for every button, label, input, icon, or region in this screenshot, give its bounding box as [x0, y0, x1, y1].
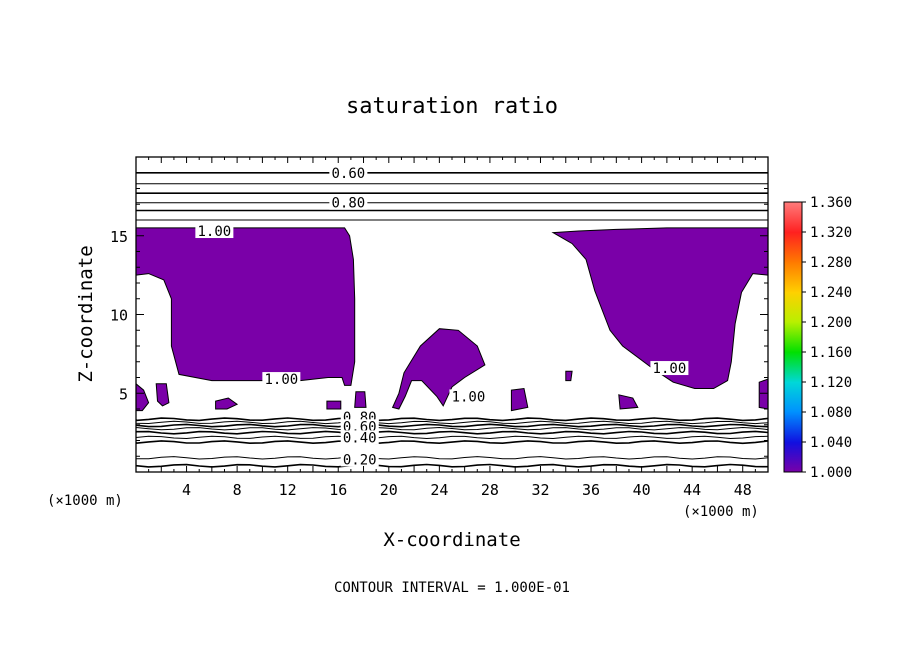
x-tick-label: 16	[329, 481, 347, 499]
y-axis-label: Z-coordinate	[75, 245, 97, 382]
x-tick-label: 36	[582, 481, 600, 499]
supersaturated-region-2	[391, 328, 486, 410]
contour-line-1	[136, 456, 768, 460]
colorbar-label: 1.040	[810, 435, 852, 451]
x-tick-label: 32	[531, 481, 549, 499]
x-unit-left: (×1000 m)	[47, 493, 123, 509]
contour-label-bg-5	[650, 361, 689, 376]
contour-label-9: 0.20	[343, 452, 377, 468]
colorbar-label: 1.320	[810, 225, 852, 241]
contour-line-4	[136, 430, 768, 435]
contour-label-4: 1.00	[452, 389, 486, 405]
colorbar-label: 1.200	[810, 315, 852, 331]
contour-label-5: 1.00	[653, 361, 687, 377]
contour-line-0	[136, 463, 768, 468]
colorbar-label: 1.120	[810, 375, 852, 391]
colorbar-label: 1.280	[810, 255, 852, 271]
contour-label-bg-9	[340, 452, 379, 467]
y-tick-label: 10	[110, 307, 128, 325]
supersaturated-region-3	[136, 383, 150, 412]
contour-label-bg-0	[329, 165, 368, 180]
supersaturated-region-4	[155, 383, 170, 407]
x-unit-right: (×1000 m)	[683, 504, 759, 520]
supersaturated-region-11	[758, 378, 768, 410]
colorbar-segment	[784, 202, 802, 233]
colorbar-label: 1.080	[810, 405, 852, 421]
colorbar-label: 1.360	[810, 195, 852, 211]
contour-label-bg-4	[449, 389, 488, 404]
x-tick-label: 28	[481, 481, 499, 499]
contour-label-bg-3	[262, 372, 301, 387]
colorbar-segment	[784, 382, 802, 413]
colorbar-segment	[784, 412, 802, 443]
colorbar-segment	[784, 232, 802, 263]
x-tick-label: 24	[430, 481, 448, 499]
x-tick-label: 40	[633, 481, 651, 499]
supersaturated-region-6	[326, 400, 342, 410]
supersaturated-region-9	[618, 394, 639, 410]
contour-line-2	[136, 440, 768, 445]
x-axis-label: X-coordinate	[383, 529, 520, 551]
supersaturated-region-0	[136, 227, 356, 386]
contour-line-7	[136, 420, 768, 425]
colorbar-segment	[784, 442, 802, 473]
contour-line-6	[136, 423, 768, 428]
x-tick-label: 44	[683, 481, 701, 499]
contour-interval-footer: CONTOUR INTERVAL = 1.000E-01	[334, 580, 570, 596]
plot-area: 0.600.801.001.001.001.000.800.600.400.20…	[110, 156, 769, 499]
supersaturated-region-7	[354, 391, 367, 408]
colorbar: 1.360 1.320 1.280 1.240 1.200 1.160 1.120 1.080…	[783, 195, 852, 481]
x-tick-label: 4	[182, 481, 191, 499]
colorbar-segment	[784, 262, 802, 293]
contour-line-8	[136, 417, 768, 422]
contour-label-bg-8	[340, 430, 379, 445]
colorbar-label: 1.160	[810, 345, 852, 361]
x-tick-label: 20	[380, 481, 398, 499]
contour-lines-group	[136, 172, 768, 468]
contour-label-1: 0.80	[331, 196, 365, 212]
contour-label-bg-2	[195, 224, 234, 239]
contour-label-bg-7	[340, 419, 379, 434]
contour-line-5	[136, 426, 768, 431]
supersaturated-region-5	[215, 397, 239, 410]
contour-label-bg-1	[329, 195, 368, 210]
chart-title: saturation ratio	[346, 94, 558, 119]
contour-line-3	[136, 435, 768, 440]
y-tick-label: 5	[119, 385, 128, 403]
x-tick-label: 12	[279, 481, 297, 499]
supersaturated-region-10	[565, 370, 573, 382]
x-tick-label: 8	[233, 481, 242, 499]
colorbar-segment	[784, 322, 802, 353]
contour-label-0: 0.60	[331, 166, 365, 182]
colorbar-label: 1.240	[810, 285, 852, 301]
contour-label-3: 1.00	[265, 372, 299, 388]
contour-label-2: 1.00	[198, 224, 232, 240]
supersaturation-fill-group	[136, 227, 768, 412]
colorbar-segment	[784, 292, 802, 323]
x-tick-label: 48	[734, 481, 752, 499]
colorbar-label: 1.000	[810, 465, 852, 481]
contour-labels-group: 0.600.801.001.001.001.000.800.600.400.20	[195, 165, 689, 468]
supersaturated-region-8	[510, 387, 529, 412]
colorbar-segment	[784, 352, 802, 383]
y-tick-label: 15	[110, 228, 128, 246]
colorbar-frame	[783, 201, 803, 473]
supersaturated-region-1	[551, 227, 768, 389]
contour-label-8: 0.40	[343, 430, 377, 446]
